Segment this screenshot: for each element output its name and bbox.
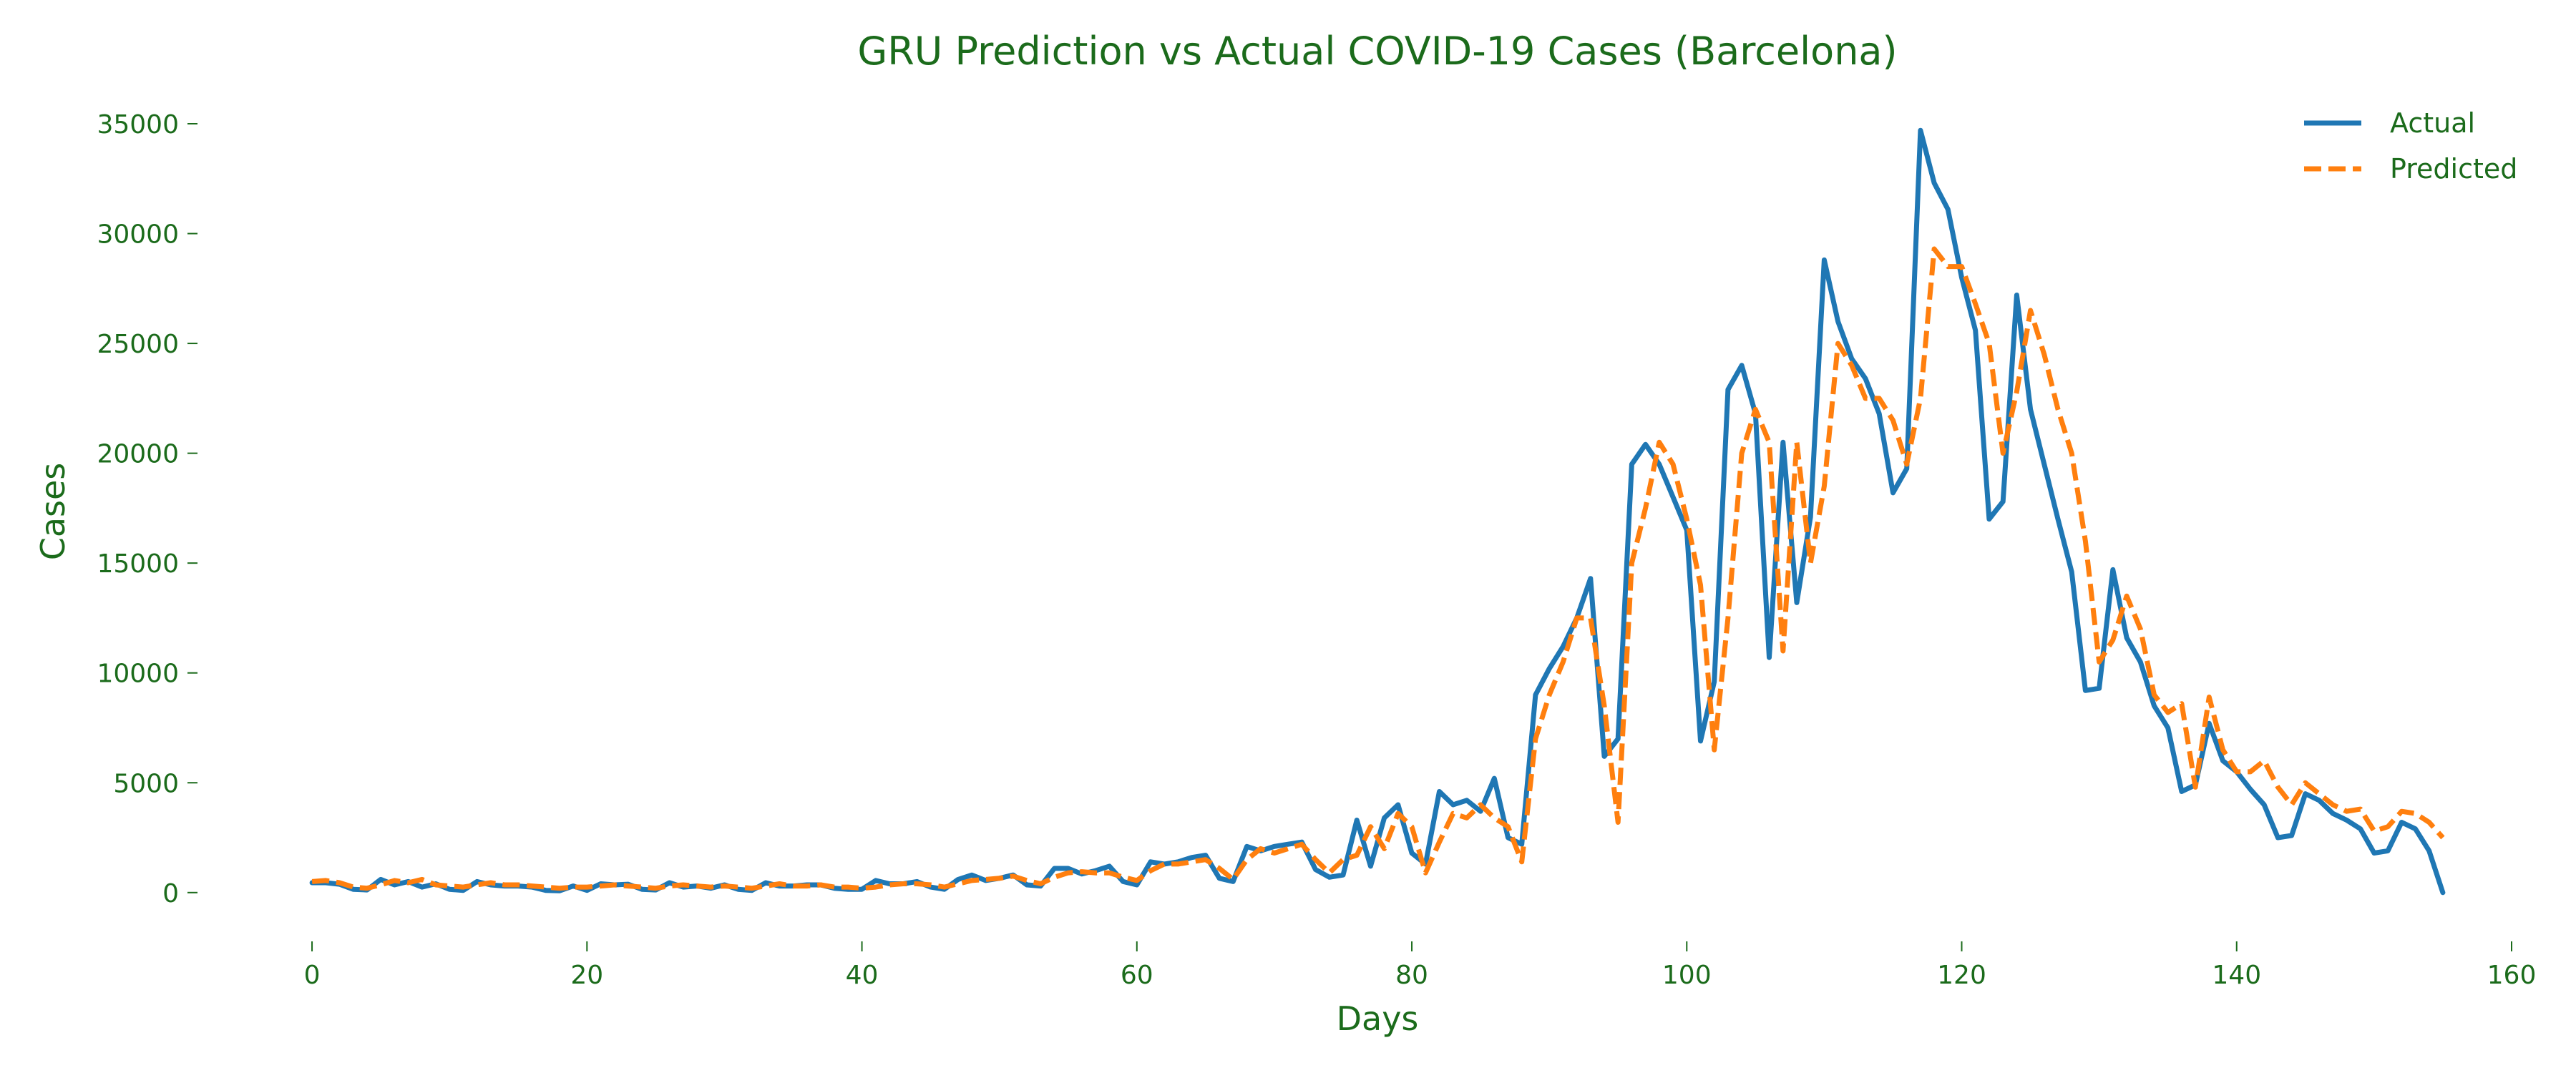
x-tick-label: 60: [1121, 961, 1153, 990]
x-tick-label: 40: [846, 961, 879, 990]
x-tick-label: 20: [570, 961, 603, 990]
y-tick-label: 25000: [97, 330, 179, 359]
x-tick-label: 0: [304, 961, 321, 990]
x-axis: 0 20 40 60 80 100 120 140 160: [304, 941, 2537, 990]
x-tick-label: 140: [2212, 961, 2261, 990]
y-tick-label: 20000: [97, 440, 179, 469]
y-axis: 0 5000 10000 15000 20000 25000 30000 35000: [97, 110, 197, 908]
legend: Actual Predicted: [2304, 107, 2517, 185]
y-tick-label: 5000: [113, 769, 179, 798]
y-tick-label: 10000: [97, 660, 179, 689]
y-axis-label: Cases: [34, 463, 72, 561]
legend-label-predicted: Predicted: [2390, 153, 2517, 185]
x-tick-label: 120: [1937, 961, 1986, 990]
chart-title: GRU Prediction vs Actual COVID-19 Cases …: [857, 29, 1897, 74]
y-tick-label: 0: [162, 879, 179, 908]
series-line-actual: [309, 127, 2446, 896]
x-tick-label: 160: [2487, 961, 2537, 990]
y-tick-label: 15000: [97, 549, 179, 579]
y-tick-label: 30000: [97, 220, 179, 250]
y-tick-label: 35000: [97, 110, 179, 139]
series-line-predicted: [311, 246, 2445, 891]
x-tick-label: 80: [1395, 961, 1428, 990]
x-axis-label: Days: [1337, 999, 1419, 1038]
series-layer: [309, 127, 2446, 896]
legend-label-actual: Actual: [2390, 107, 2475, 139]
x-tick-label: 100: [1662, 961, 1712, 990]
